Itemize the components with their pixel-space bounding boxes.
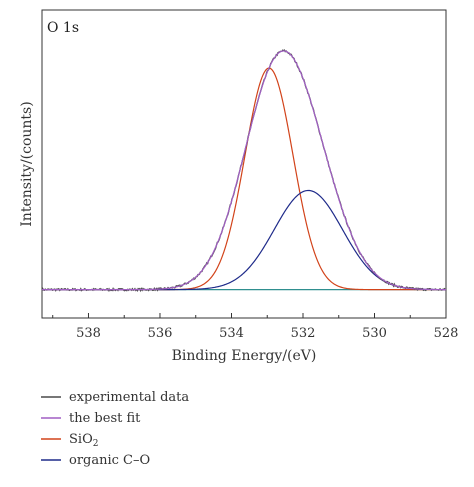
plot-area: O 1s xyxy=(41,9,447,319)
legend-label: experimental data xyxy=(69,390,189,405)
series-layer xyxy=(41,49,447,293)
legend-label: the best fit xyxy=(69,411,141,426)
x-tick-label: 538 xyxy=(76,326,101,341)
series-line-organic-c-o xyxy=(42,189,446,291)
series-line-experimental-data xyxy=(41,49,447,293)
x-tick-label: 532 xyxy=(291,326,316,341)
x-axis: 538 536 534 532 530 528 xyxy=(52,313,459,341)
x-tick-label: 530 xyxy=(362,326,387,341)
series-line-the-best-fit xyxy=(42,50,446,291)
legend-label: SiO2 xyxy=(69,432,98,449)
plot-frame xyxy=(41,9,447,319)
x-tick-label: 536 xyxy=(148,326,173,341)
legend: experimental data the best fit SiO2 organic… xyxy=(41,390,189,468)
y-axis-title: Intensity/(counts) xyxy=(19,101,35,226)
x-tick-label: 534 xyxy=(219,326,244,341)
x-axis-title: Binding Energy/(eV) xyxy=(172,348,317,364)
series-line-sio xyxy=(42,67,446,291)
panel-label: O 1s xyxy=(47,20,79,36)
x-tick-label: 528 xyxy=(434,326,459,341)
legend-label: organic C–O xyxy=(69,453,150,468)
